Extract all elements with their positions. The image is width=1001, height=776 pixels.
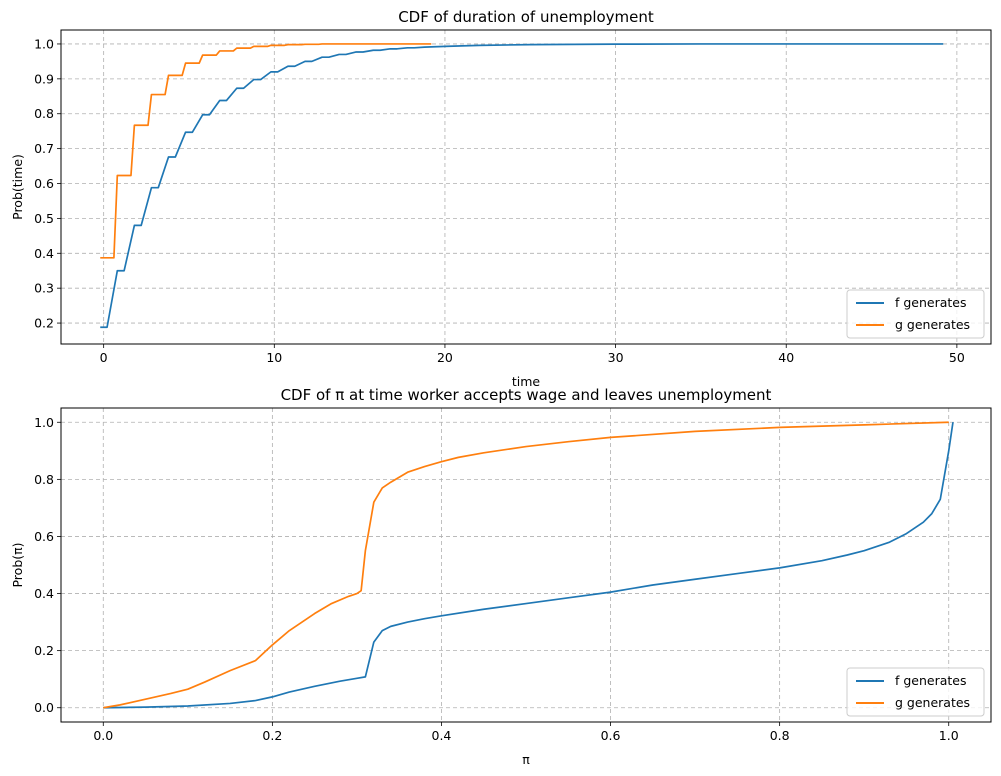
series-line-f-duration <box>100 43 944 329</box>
legend-label-f-duration: f generates <box>895 295 967 310</box>
x-tick-label-duration: 50 <box>949 350 965 365</box>
x-tick-label-duration: 30 <box>608 350 624 365</box>
series-line-f-pi <box>103 422 954 709</box>
x-tick-label-pi: 0.8 <box>770 728 790 743</box>
y-tick-label-duration: 0.6 <box>34 176 54 191</box>
x-tick-label-pi: 0.0 <box>93 728 113 743</box>
y-tick-label-pi: 0.8 <box>34 472 54 487</box>
x-tick-label-pi: 0.6 <box>601 728 621 743</box>
axes-frame-pi <box>60 407 992 723</box>
x-axis-label-pi: π <box>522 752 530 767</box>
y-tick-label-duration: 0.2 <box>34 316 54 331</box>
legend-label-g-duration: g generates <box>895 317 970 332</box>
y-tick-label-pi: 1.0 <box>34 415 54 430</box>
legend-pi: f generates g generates <box>846 667 985 717</box>
chart-title-duration: CDF of duration of unemployment <box>398 8 654 26</box>
legend-duration: f generates g generates <box>846 289 985 339</box>
x-tick-label-duration: 0 <box>100 350 108 365</box>
axes-frame-duration <box>60 29 992 345</box>
ticks-pi: 0.0 0.2 0.4 0.6 0.8 1.0 0.0 0.2 0.4 0.6 0.8 1.0 <box>34 415 959 743</box>
x-tick-label-pi: 0.4 <box>432 728 452 743</box>
ticks-duration: 0 10 20 30 40 50 0.2 0.3 0.4 0.5 0.6 0.7 0.8 0.9 1.0 <box>34 36 965 365</box>
y-tick-label-duration: 0.7 <box>34 141 54 156</box>
chart-title-pi: CDF of π at time worker accepts wage and… <box>281 386 772 404</box>
subplot-duration: CDF of duration of unemployment 0 10 20 30 4… <box>10 8 992 389</box>
y-tick-label-pi: 0.4 <box>34 586 54 601</box>
grid-duration <box>61 30 991 344</box>
x-axis-label-duration: time <box>512 374 541 389</box>
series-group-duration <box>100 43 944 329</box>
x-tick-label-pi: 1.0 <box>939 728 959 743</box>
legend-label-g-pi: g generates <box>895 695 970 710</box>
x-tick-label-duration: 20 <box>437 350 453 365</box>
series-line-g-pi <box>103 421 949 709</box>
y-axis-label-duration: Prob(time) <box>10 154 25 220</box>
series-group-pi <box>103 421 954 709</box>
series-line-g-duration <box>100 43 432 259</box>
subplot-pi: CDF of π at time worker accepts wage and… <box>10 386 992 767</box>
y-tick-label-pi: 0.6 <box>34 529 54 544</box>
y-tick-label-duration: 1.0 <box>34 36 54 51</box>
y-tick-label-duration: 0.9 <box>34 71 54 86</box>
y-tick-label-duration: 0.8 <box>34 106 54 121</box>
y-axis-label-pi: Prob(π) <box>10 542 25 587</box>
y-tick-label-duration: 0.5 <box>34 211 54 226</box>
y-tick-label-pi: 0.0 <box>34 700 54 715</box>
legend-label-f-pi: f generates <box>895 673 967 688</box>
y-tick-label-duration: 0.4 <box>34 246 54 261</box>
x-tick-label-duration: 40 <box>778 350 794 365</box>
y-tick-label-duration: 0.3 <box>34 281 54 296</box>
plot-area-pi <box>61 408 991 722</box>
plot-area-duration <box>61 30 991 344</box>
x-tick-label-pi: 0.2 <box>262 728 282 743</box>
y-tick-label-pi: 0.2 <box>34 643 54 658</box>
x-tick-label-duration: 10 <box>266 350 282 365</box>
